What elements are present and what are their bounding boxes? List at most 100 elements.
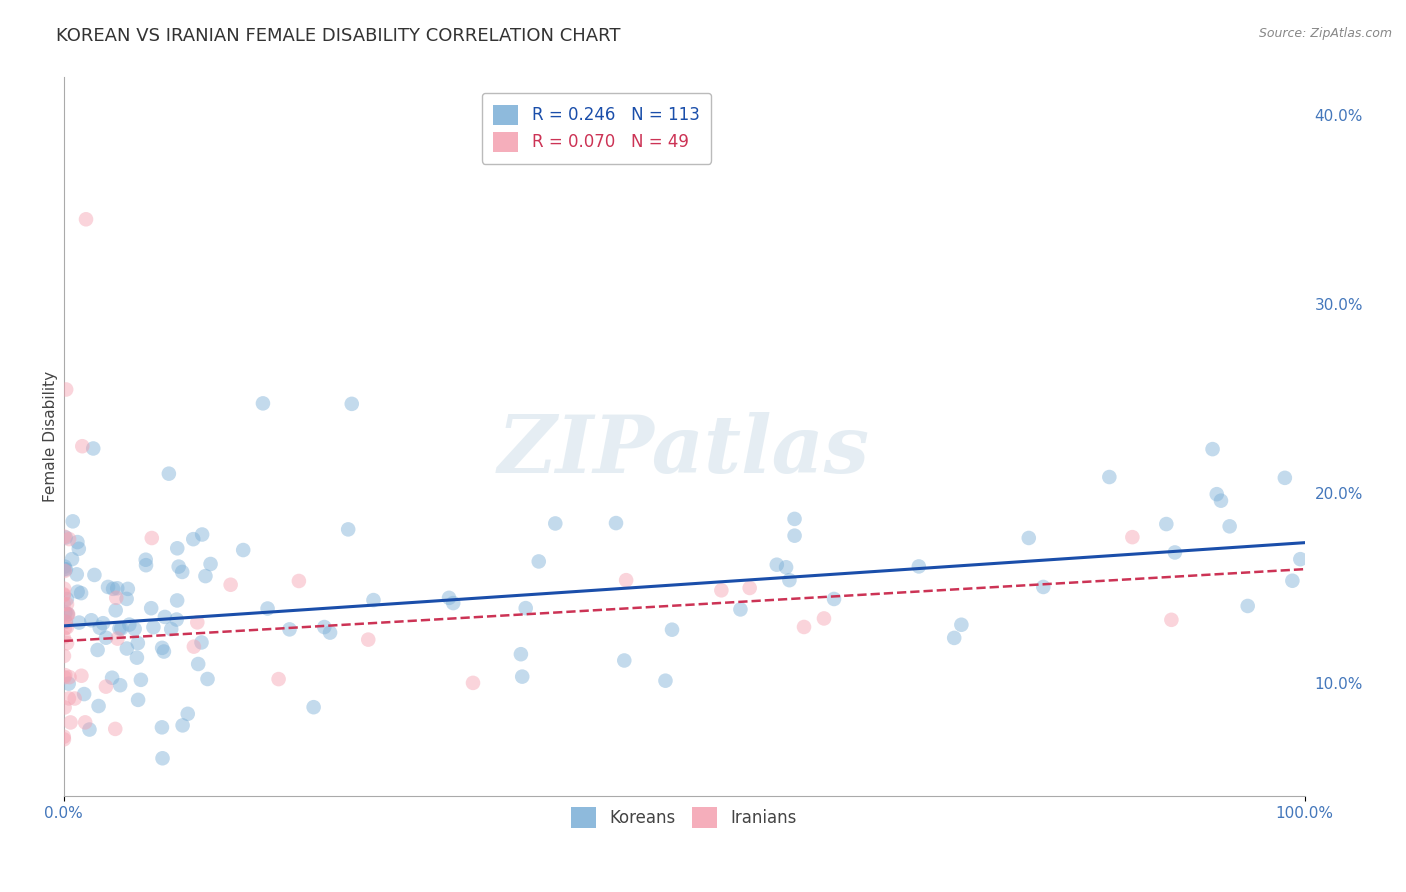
Point bbox=[104, 603, 127, 617]
Point bbox=[1018, 531, 1040, 545]
Point bbox=[950, 617, 973, 632]
Point bbox=[1281, 574, 1303, 588]
Point bbox=[1121, 530, 1143, 544]
Point bbox=[53, 668, 76, 682]
Point bbox=[150, 640, 173, 655]
Point bbox=[267, 672, 290, 686]
Point bbox=[53, 582, 76, 596]
Point bbox=[150, 720, 173, 734]
Point bbox=[108, 678, 131, 692]
Point bbox=[775, 560, 797, 574]
Point bbox=[60, 552, 83, 566]
Point bbox=[101, 582, 124, 596]
Point bbox=[135, 552, 157, 566]
Point bbox=[614, 573, 637, 587]
Point bbox=[125, 650, 148, 665]
Point bbox=[53, 670, 76, 684]
Point bbox=[72, 439, 94, 453]
Point bbox=[105, 581, 128, 595]
Point bbox=[661, 623, 683, 637]
Point bbox=[441, 596, 464, 610]
Point bbox=[55, 383, 77, 397]
Point bbox=[166, 593, 188, 607]
Point bbox=[73, 687, 96, 701]
Point bbox=[778, 573, 800, 587]
Point bbox=[127, 693, 149, 707]
Point bbox=[127, 636, 149, 650]
Point bbox=[509, 647, 531, 661]
Point bbox=[105, 591, 128, 605]
Point bbox=[58, 670, 80, 684]
Point bbox=[52, 588, 75, 602]
Point bbox=[52, 597, 75, 611]
Point bbox=[783, 512, 806, 526]
Point bbox=[56, 597, 79, 611]
Point bbox=[118, 617, 141, 632]
Point bbox=[527, 554, 550, 568]
Point bbox=[172, 565, 194, 579]
Point bbox=[181, 532, 204, 546]
Point bbox=[232, 543, 254, 558]
Point bbox=[166, 541, 188, 556]
Point bbox=[70, 586, 93, 600]
Point bbox=[186, 615, 208, 630]
Point bbox=[117, 582, 139, 596]
Point bbox=[55, 562, 77, 576]
Point bbox=[191, 527, 214, 541]
Point bbox=[710, 583, 733, 598]
Point bbox=[58, 532, 80, 546]
Point bbox=[160, 622, 183, 636]
Point bbox=[56, 620, 79, 634]
Point bbox=[256, 601, 278, 615]
Point bbox=[55, 531, 77, 545]
Y-axis label: Female Disability: Female Disability bbox=[44, 371, 58, 502]
Point bbox=[56, 607, 79, 621]
Point bbox=[1219, 519, 1241, 533]
Point bbox=[66, 567, 89, 582]
Point bbox=[190, 635, 212, 649]
Point bbox=[252, 396, 274, 410]
Point bbox=[172, 718, 194, 732]
Point bbox=[194, 569, 217, 583]
Point bbox=[52, 732, 75, 747]
Point bbox=[1156, 516, 1178, 531]
Point bbox=[67, 615, 90, 630]
Point bbox=[129, 673, 152, 687]
Point bbox=[141, 601, 163, 615]
Point bbox=[200, 557, 222, 571]
Point bbox=[82, 442, 104, 456]
Point bbox=[783, 529, 806, 543]
Point bbox=[87, 699, 110, 714]
Point bbox=[53, 564, 76, 578]
Point bbox=[63, 691, 86, 706]
Point bbox=[67, 541, 90, 556]
Point bbox=[765, 558, 787, 572]
Point bbox=[110, 622, 132, 636]
Point bbox=[1274, 471, 1296, 485]
Point bbox=[183, 640, 205, 654]
Point bbox=[793, 620, 815, 634]
Point bbox=[1160, 613, 1182, 627]
Point bbox=[157, 467, 180, 481]
Point bbox=[1236, 599, 1258, 613]
Point bbox=[124, 622, 146, 636]
Point bbox=[813, 611, 835, 625]
Point bbox=[1205, 487, 1227, 501]
Point bbox=[153, 610, 176, 624]
Point bbox=[52, 631, 75, 645]
Point bbox=[1289, 552, 1312, 566]
Point bbox=[219, 578, 242, 592]
Point bbox=[59, 715, 82, 730]
Point bbox=[907, 559, 929, 574]
Point bbox=[943, 631, 966, 645]
Point bbox=[152, 751, 174, 765]
Point bbox=[115, 591, 138, 606]
Point bbox=[437, 591, 460, 605]
Text: Source: ZipAtlas.com: Source: ZipAtlas.com bbox=[1258, 27, 1392, 40]
Point bbox=[70, 669, 93, 683]
Point bbox=[66, 584, 89, 599]
Point bbox=[357, 632, 380, 647]
Point bbox=[62, 514, 84, 528]
Point bbox=[278, 623, 301, 637]
Point bbox=[107, 632, 129, 646]
